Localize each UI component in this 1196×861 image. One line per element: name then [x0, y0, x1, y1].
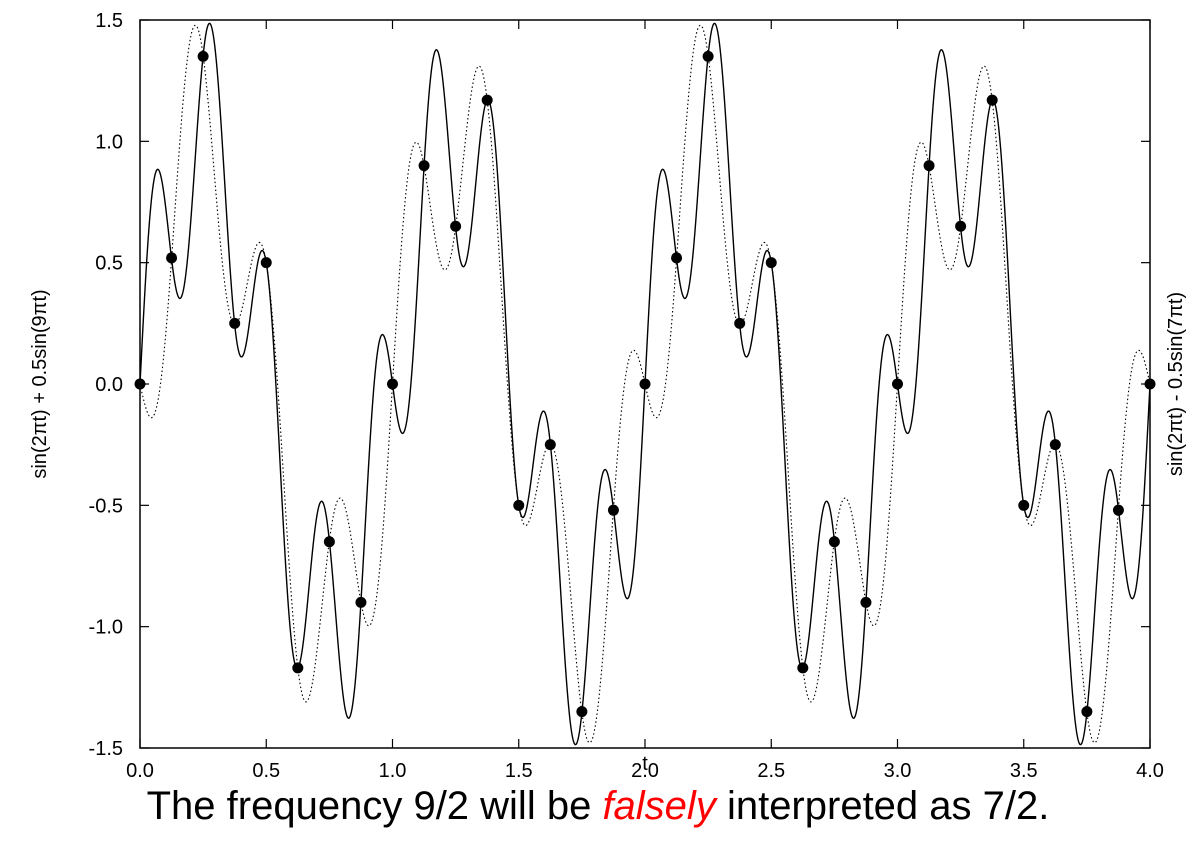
sample-point [734, 317, 746, 329]
sample-point [702, 50, 714, 62]
sample-point [323, 536, 335, 548]
sample-point [544, 439, 556, 451]
sample-point [923, 160, 935, 172]
ticks-layer: 0.0 0.5 1.0 1.5 2.0 2.5 3.0 3.5 4.0 -1.5 -1.0 -0.5 0… [89, 10, 1164, 780]
sample-point [450, 220, 462, 232]
x-tick-label: 3.0 [884, 760, 912, 780]
sample-point [1018, 499, 1030, 511]
caption-text-before: The frequency 9/2 will be [146, 784, 603, 828]
sample-point [860, 596, 872, 608]
sample-point [639, 378, 651, 390]
sample-point [166, 252, 178, 264]
x-tick-label: 1.5 [505, 760, 533, 780]
x-tick-label: 2.5 [757, 760, 785, 780]
chart: 0.0 0.5 1.0 1.5 2.0 2.5 3.0 3.5 4.0 -1.5 -1.0 -0.5 0… [29, 10, 1187, 780]
caption-text-after: interpreted as 7/2. [715, 784, 1050, 828]
sample-point [671, 252, 683, 264]
sample-point [765, 257, 777, 269]
sample-point [1049, 439, 1061, 451]
sample-point [355, 596, 367, 608]
sample-point [292, 662, 304, 674]
sample-point [1081, 706, 1093, 718]
y-axis-label: sin(2πt) + 0.5sin(9πt) [29, 289, 51, 478]
sample-points-layer [134, 50, 1156, 718]
sample-point [197, 50, 209, 62]
sample-point [986, 94, 998, 106]
caption: The frequency 9/2 will be falsely interp… [0, 784, 1196, 829]
y-tick-label: 0.5 [95, 253, 123, 275]
sample-point [229, 317, 241, 329]
x-tick-label: 0.5 [252, 760, 280, 780]
y-tick-label: 1.0 [95, 131, 123, 153]
sample-point [955, 220, 967, 232]
x-tick-label: 3.5 [1010, 760, 1038, 780]
y-tick-label: -0.5 [89, 495, 123, 517]
y2-axis-label: sin(2πt) - 0.5sin(7πt) [1165, 292, 1187, 476]
sample-point [607, 504, 619, 516]
sample-point [1112, 504, 1124, 516]
sample-point [828, 536, 840, 548]
sample-point [576, 706, 588, 718]
x-tick-label: 4.0 [1136, 760, 1164, 780]
y-tick-label: -1.0 [89, 617, 123, 639]
sample-point [481, 94, 493, 106]
sample-point [418, 160, 430, 172]
x-tick-label: 2.0 [631, 760, 659, 780]
sample-point [387, 378, 398, 390]
sample-point [260, 257, 272, 269]
sample-point [892, 378, 903, 390]
x-axis-label: t [642, 753, 648, 775]
x-tick-label: 0.0 [126, 760, 154, 780]
y-tick-label: 0.0 [95, 374, 123, 396]
x-tick-label: 1.0 [379, 760, 407, 780]
y-tick-label: 1.5 [95, 10, 123, 32]
caption-emphasis: falsely [602, 784, 716, 828]
sample-point [797, 662, 809, 674]
y-tick-label: -1.5 [89, 738, 123, 760]
sample-point [513, 499, 525, 511]
